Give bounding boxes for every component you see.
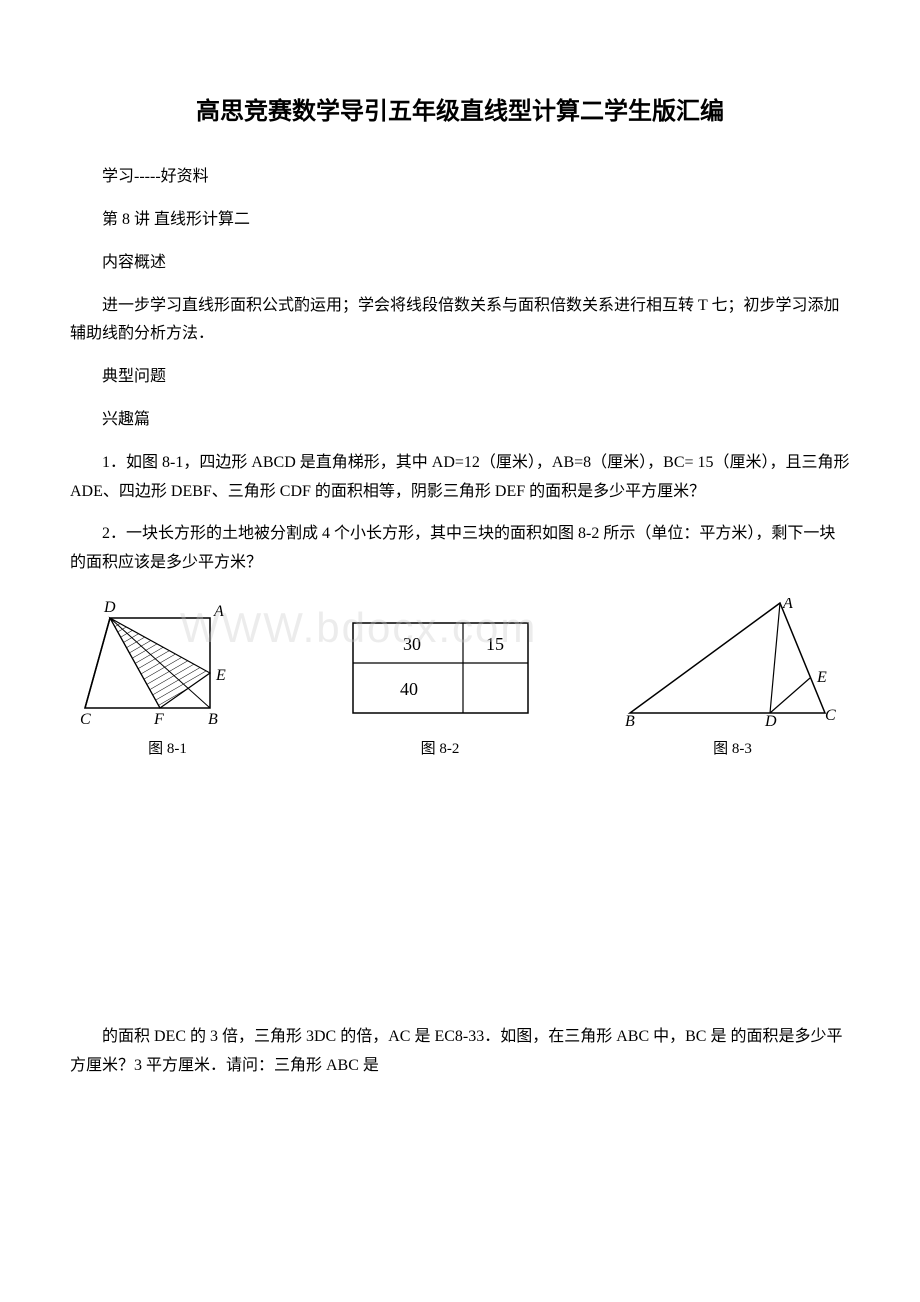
paragraph-overview: 进一步学习直线形面积公式酌运用；学会将线段倍数关系与面积倍数关系进行相互转 T … (70, 292, 850, 350)
label-F: F (153, 711, 164, 728)
label-B3: B (625, 713, 635, 728)
figure-8-2-block: 30 15 40 图 8-2 (343, 598, 538, 763)
label-C3: C (825, 707, 836, 724)
figure-8-1-svg: D A E C F B (80, 598, 255, 728)
cell-bottom-left: 40 (400, 679, 418, 699)
label-D: D (103, 599, 116, 616)
label-A: A (213, 603, 224, 620)
cell-top-left: 30 (403, 634, 421, 654)
figure-8-1-caption: 图 8-1 (148, 736, 187, 763)
figure-8-3-svg: A E B D C (625, 598, 840, 728)
line-section-overview: 内容概述 (70, 249, 850, 278)
figure-8-2-svg: 30 15 40 (343, 598, 538, 728)
label-E: E (215, 667, 226, 684)
label-B: B (208, 711, 218, 728)
figure-8-1-block: D A E C F B 图 8-1 (80, 598, 255, 763)
page-title: 高思竞赛数学导引五年级直线型计算二学生版汇编 (70, 90, 850, 133)
problem-3-text: 的面积 DEC 的 3 倍，三角形 3DC 的倍，AC 是 EC8-33．如图，… (70, 1023, 850, 1081)
problem-2: 2．一块长方形的土地被分割成 4 个小长方形，其中三块的面积如图 8-2 所示（… (70, 520, 850, 578)
line-lesson-number: 第 8 讲 直线形计算二 (70, 206, 850, 235)
label-D3: D (764, 713, 777, 728)
line-interest-section: 兴趣篇 (70, 406, 850, 435)
label-C: C (80, 711, 91, 728)
figures-container: WWW.bdocx.com D (70, 598, 850, 763)
line-typical-problems: 典型问题 (70, 363, 850, 392)
line-study-resource: 学习-----好资料 (70, 163, 850, 192)
label-A3: A (782, 598, 793, 612)
figure-8-3-caption: 图 8-3 (713, 736, 752, 763)
figure-8-3-block: A E B D C 图 8-3 (625, 598, 840, 763)
figures-row: D A E C F B 图 8-1 30 15 40 图 8-2 (70, 598, 850, 763)
label-E3: E (816, 669, 827, 686)
figure-8-2-caption: 图 8-2 (421, 736, 460, 763)
cell-top-right: 15 (486, 634, 504, 654)
problem-1: 1．如图 8-1，四边形 ABCD 是直角梯形，其中 AD=12（厘米），AB=… (70, 449, 850, 507)
